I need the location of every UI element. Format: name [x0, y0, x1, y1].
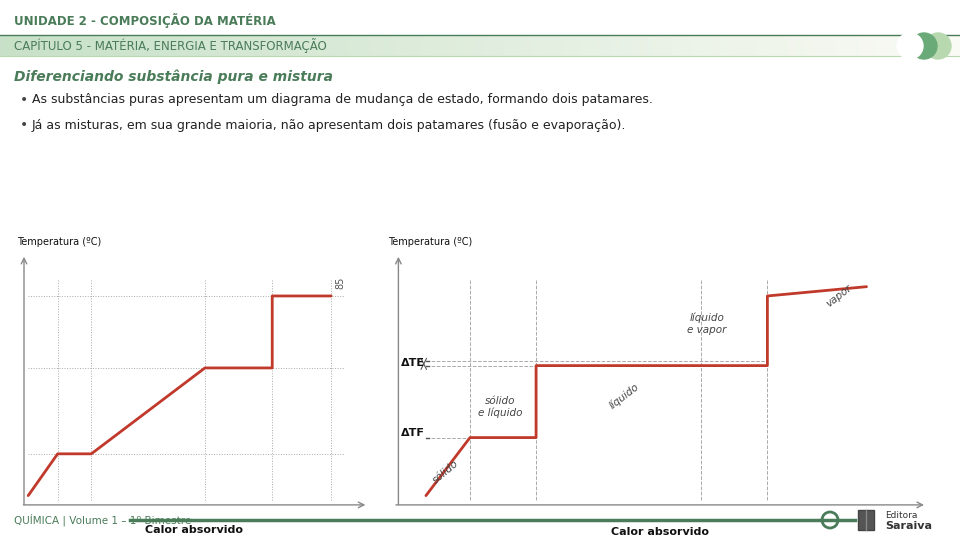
Text: Diferenciando substância pura e mistura: Diferenciando substância pura e mistura: [14, 70, 333, 84]
Text: ΔTE: ΔTE: [401, 358, 425, 368]
Text: •: •: [20, 118, 28, 132]
Text: 85: 85: [335, 276, 346, 289]
Circle shape: [911, 33, 937, 59]
Text: Já as misturas, em sua grande maioria, não apresentam dois patamares (fusão e ev: Já as misturas, em sua grande maioria, n…: [32, 118, 626, 132]
Text: As substâncias puras apresentam um diagrama de mudança de estado, formando dois : As substâncias puras apresentam um diagr…: [32, 93, 653, 106]
Text: líquido
e vapor: líquido e vapor: [687, 313, 727, 335]
FancyBboxPatch shape: [858, 510, 874, 530]
Text: Temperatura (ºC): Temperatura (ºC): [388, 237, 472, 247]
Circle shape: [897, 33, 923, 59]
Text: sólido: sólido: [430, 459, 460, 486]
Text: UNIDADE 2 - COMPOSIÇÃO DA MATÉRIA: UNIDADE 2 - COMPOSIÇÃO DA MATÉRIA: [14, 12, 276, 28]
Circle shape: [925, 33, 951, 59]
Text: Saraiva: Saraiva: [885, 521, 932, 531]
Text: •: •: [20, 93, 28, 107]
Text: Calor absorvido: Calor absorvido: [145, 525, 244, 535]
Text: Calor absorvido: Calor absorvido: [611, 527, 709, 537]
Text: CAPÍTULO 5 - MATÉRIA, ENERGIA E TRANSFORMAÇÃO: CAPÍTULO 5 - MATÉRIA, ENERGIA E TRANSFOR…: [14, 38, 326, 53]
Text: Editora: Editora: [885, 511, 918, 521]
Text: vapor: vapor: [825, 283, 853, 309]
Text: QUÍMICA | Volume 1 – 1º Bimestre: QUÍMICA | Volume 1 – 1º Bimestre: [14, 514, 191, 526]
Text: ΔTF: ΔTF: [401, 428, 425, 438]
Text: sólido
e líquido: sólido e líquido: [478, 396, 522, 419]
Text: Temperatura (ºC): Temperatura (ºC): [17, 237, 102, 247]
Text: líquido: líquido: [608, 381, 641, 410]
